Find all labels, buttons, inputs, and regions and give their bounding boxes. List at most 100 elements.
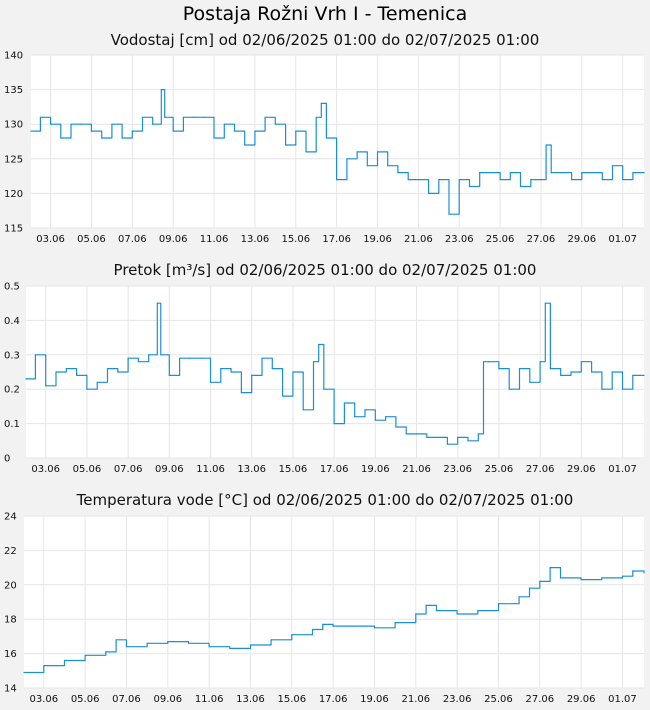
- data-point: [292, 371, 294, 373]
- x-tick-label: 03.06: [36, 234, 65, 245]
- data-point: [105, 651, 107, 653]
- data-point: [261, 357, 263, 359]
- data-point: [291, 634, 293, 636]
- data-point: [70, 123, 72, 125]
- x-tick-label: 29.06: [568, 234, 597, 245]
- data-point: [270, 639, 272, 641]
- x-tick-label: 01.07: [608, 464, 637, 475]
- data-point: [497, 603, 500, 605]
- x-tick-label: 03.06: [29, 694, 58, 705]
- x-tick-label: 19.06: [360, 694, 389, 705]
- chart-title: Pretok [m³/s] od 02/06/2025 01:00 do 02/…: [114, 261, 537, 279]
- data-point: [34, 354, 37, 356]
- data-point: [632, 570, 634, 572]
- y-tick-label: 140: [4, 51, 23, 62]
- data-point: [571, 179, 573, 181]
- data-point: [385, 416, 387, 418]
- data-point: [203, 116, 205, 118]
- data-point: [425, 604, 427, 607]
- data-point: [426, 436, 428, 438]
- x-tick-label: 15.06: [279, 464, 308, 475]
- y-tick-label: 14: [4, 684, 17, 695]
- data-point: [436, 436, 438, 438]
- x-tick-label: 27.06: [525, 694, 554, 705]
- y-tick-label: 20: [4, 580, 17, 591]
- x-tick-label: 27.06: [526, 464, 555, 475]
- x-tick-label: 25.06: [484, 694, 513, 705]
- data-point: [559, 577, 562, 579]
- x-tick-label: 25.06: [486, 234, 515, 245]
- data-point: [233, 130, 236, 132]
- data-point: [305, 151, 307, 153]
- data-point: [446, 443, 448, 445]
- data-point: [111, 123, 113, 125]
- data-point: [545, 144, 547, 146]
- data-point: [374, 419, 376, 421]
- data-point: [601, 388, 603, 390]
- data-point: [168, 374, 170, 376]
- data-point: [530, 179, 532, 181]
- x-tick-label: 01.07: [608, 694, 637, 705]
- x-tick-label: 23.06: [445, 234, 474, 245]
- data-point: [312, 361, 315, 363]
- data-point: [208, 646, 210, 648]
- data-point: [315, 116, 317, 118]
- data-point: [611, 165, 614, 167]
- data-point: [43, 665, 45, 667]
- data-point: [282, 395, 284, 397]
- y-tick-label: 120: [4, 189, 23, 200]
- data-point: [428, 192, 430, 194]
- x-tick-label: 21.06: [404, 234, 433, 245]
- data-point: [167, 641, 169, 643]
- data-point: [229, 647, 231, 650]
- data-point: [519, 185, 522, 188]
- data-point: [323, 388, 325, 390]
- x-tick-label: 15.06: [281, 234, 310, 245]
- data-point: [63, 659, 66, 662]
- data-point: [395, 426, 397, 428]
- y-tick-label: 0.2: [4, 385, 20, 396]
- data-point: [179, 357, 181, 359]
- x-tick-label: 13.06: [237, 464, 266, 475]
- data-point: [187, 642, 190, 644]
- data-point: [199, 357, 201, 359]
- data-point: [160, 354, 162, 356]
- data-point: [539, 361, 541, 363]
- data-point: [76, 374, 78, 376]
- data-point: [285, 144, 287, 146]
- x-tick-label: 07.06: [118, 234, 147, 245]
- y-tick-label: 115: [4, 224, 23, 235]
- data-point: [295, 130, 297, 132]
- data-point: [209, 381, 212, 383]
- data-point: [591, 371, 593, 373]
- data-point: [240, 392, 242, 394]
- data-point: [23, 671, 25, 674]
- x-tick-label: 27.06: [527, 234, 556, 245]
- data-point: [518, 368, 521, 370]
- x-tick-label: 17.06: [319, 694, 348, 705]
- data-point: [30, 130, 32, 132]
- y-tick-label: 0: [4, 454, 10, 465]
- data-point: [498, 368, 500, 370]
- data-point: [322, 623, 324, 626]
- y-tick-label: 0.3: [4, 350, 20, 361]
- x-tick-label: 13.06: [241, 234, 270, 245]
- data-point: [499, 179, 501, 181]
- data-point: [417, 179, 419, 181]
- data-point: [311, 628, 314, 631]
- data-point: [394, 622, 396, 624]
- x-tick-label: 17.06: [322, 234, 351, 245]
- data-point: [346, 158, 348, 160]
- data-point: [343, 402, 345, 404]
- data-point: [271, 368, 273, 370]
- x-tick-label: 23.06: [443, 464, 472, 475]
- x-tick-label: 21.06: [402, 464, 431, 475]
- data-point: [405, 433, 407, 435]
- data-point: [591, 172, 593, 174]
- data-point: [387, 165, 389, 167]
- data-point: [549, 368, 552, 370]
- data-point: [643, 374, 645, 376]
- x-tick-label: 19.06: [363, 234, 392, 245]
- data-point: [148, 354, 150, 356]
- data-point: [115, 639, 117, 641]
